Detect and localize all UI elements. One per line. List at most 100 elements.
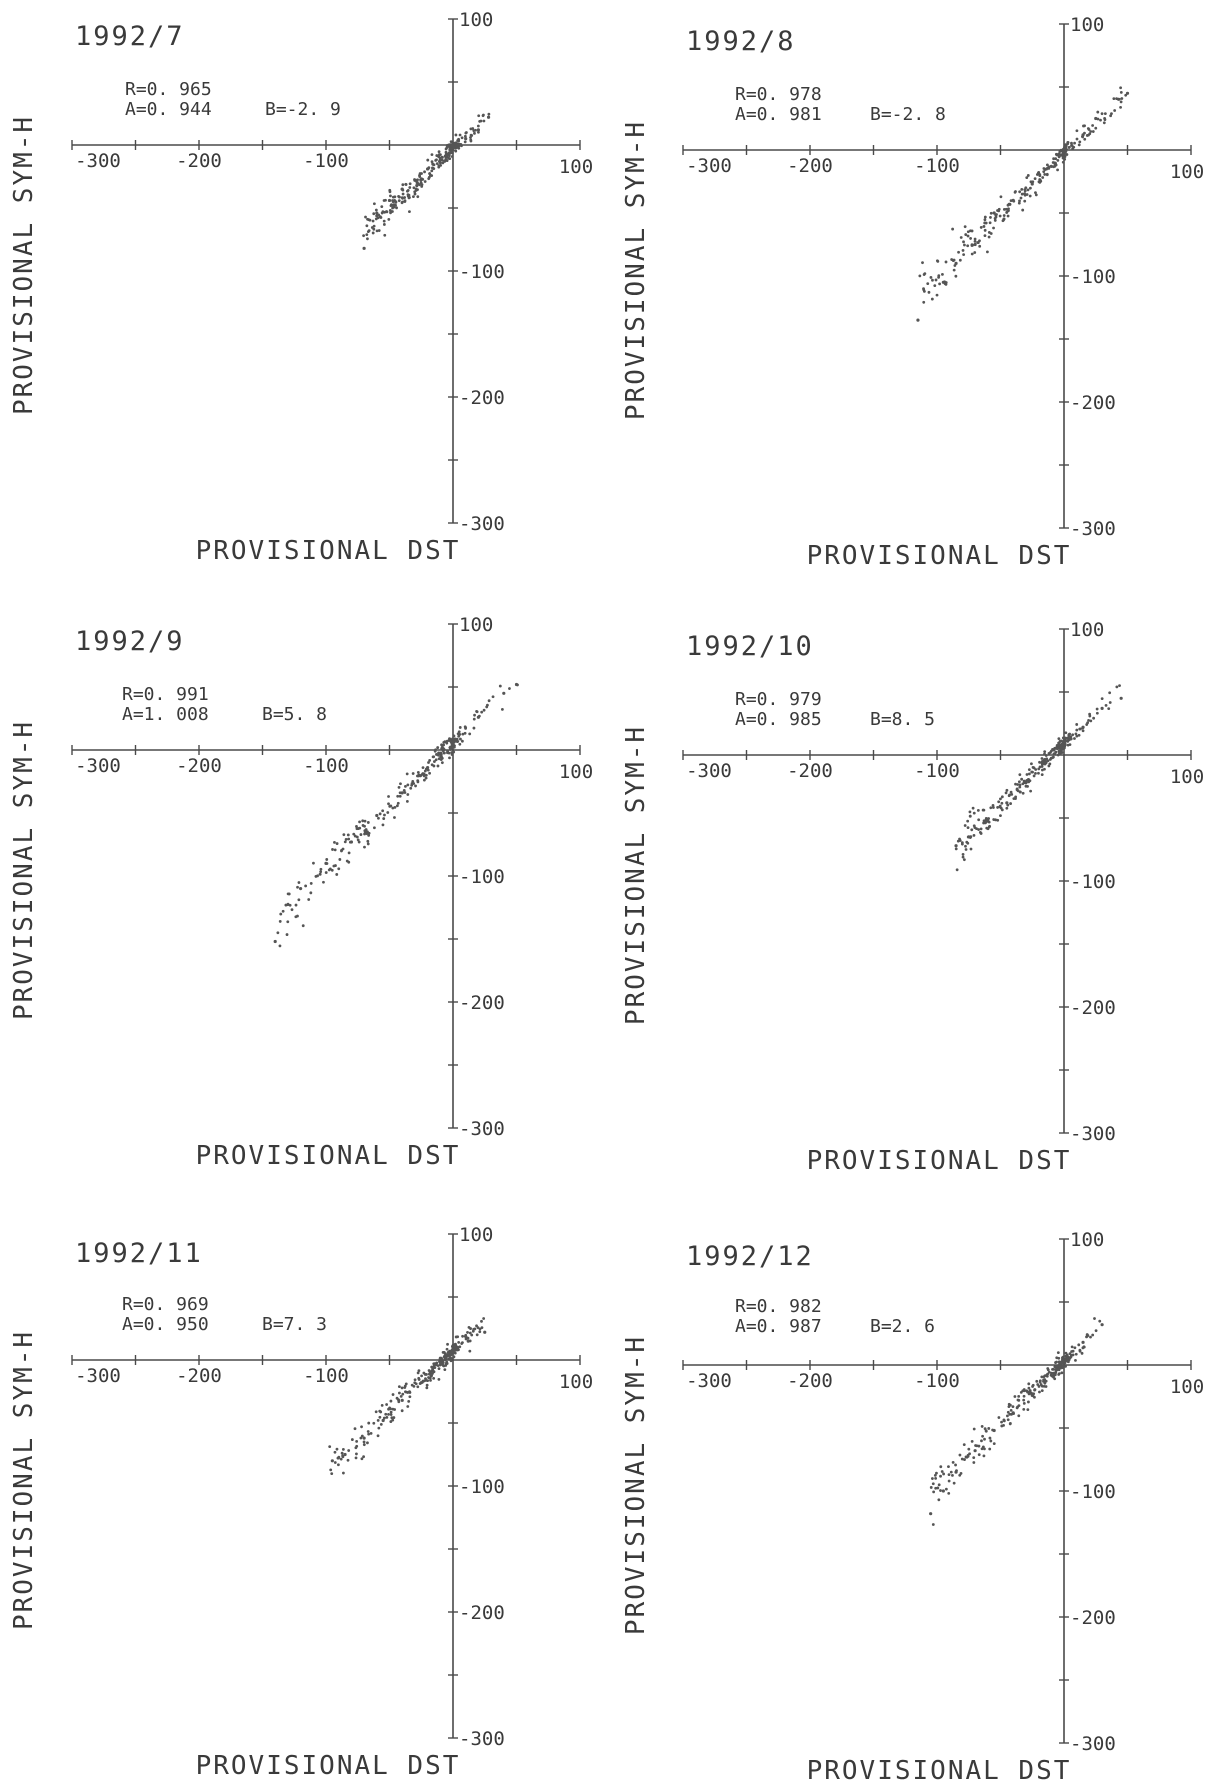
data-point <box>304 884 308 888</box>
data-point <box>372 1421 376 1425</box>
data-point <box>1081 1346 1085 1350</box>
stat-r: R=0. 965 <box>125 79 212 100</box>
data-point <box>972 1427 976 1431</box>
data-point <box>1102 121 1106 125</box>
data-point <box>989 806 993 810</box>
data-point <box>1056 744 1060 747</box>
y-tick-label: -100 <box>1070 1481 1116 1503</box>
data-point <box>932 1490 936 1494</box>
data-point <box>378 812 382 816</box>
data-point <box>1061 1358 1065 1362</box>
data-point <box>1061 156 1065 160</box>
data-point <box>416 779 420 783</box>
data-point <box>460 1342 464 1345</box>
data-point <box>999 195 1003 199</box>
data-point <box>363 845 366 849</box>
data-point <box>413 190 417 194</box>
data-point <box>347 851 351 855</box>
x-axis-title: PROVISIONAL DST <box>196 1141 461 1171</box>
data-point <box>1006 1410 1010 1414</box>
data-point <box>1027 772 1031 776</box>
data-point <box>1033 1388 1037 1391</box>
data-point <box>460 136 464 140</box>
data-point <box>480 710 484 714</box>
data-point <box>944 281 948 284</box>
data-point <box>422 1379 426 1383</box>
data-point <box>1004 791 1008 795</box>
y-tick-label: -200 <box>1070 997 1116 1019</box>
data-point <box>984 1429 988 1433</box>
data-point <box>1007 207 1010 211</box>
data-point <box>438 752 442 756</box>
data-point <box>1082 124 1085 128</box>
data-point <box>455 737 459 741</box>
data-point <box>394 200 398 204</box>
data-point <box>999 806 1003 810</box>
data-point <box>1034 772 1037 775</box>
data-point <box>1069 735 1073 739</box>
data-point <box>434 1363 438 1367</box>
data-point <box>1057 152 1061 156</box>
data-point <box>324 871 328 874</box>
data-point <box>448 737 452 741</box>
data-point <box>355 1444 359 1448</box>
data-point <box>1054 152 1058 156</box>
data-point <box>463 731 467 735</box>
x-tick-label: -200 <box>787 155 833 177</box>
data-point <box>972 1461 976 1464</box>
data-point <box>1095 707 1099 711</box>
data-point <box>1088 714 1092 718</box>
data-point <box>1045 757 1049 761</box>
data-point <box>999 814 1002 818</box>
x-axis-title: PROVISIONAL DST <box>196 1751 461 1781</box>
data-point <box>1075 734 1079 738</box>
data-point <box>388 1406 392 1410</box>
y-tick-label: -300 <box>1070 518 1116 540</box>
data-point <box>982 225 986 228</box>
data-point <box>413 1381 417 1385</box>
data-point <box>1035 1379 1039 1383</box>
data-point <box>342 1471 345 1475</box>
data-point <box>398 794 402 798</box>
data-point <box>430 169 434 173</box>
data-point <box>366 839 370 843</box>
data-point <box>486 115 491 119</box>
data-point <box>947 1473 951 1477</box>
data-point <box>970 828 974 832</box>
data-point <box>388 209 392 212</box>
data-point <box>391 1393 395 1396</box>
data-point <box>1026 778 1030 781</box>
data-point <box>426 1379 430 1383</box>
data-point <box>367 831 371 835</box>
data-point <box>434 748 437 752</box>
data-point <box>1118 684 1121 688</box>
data-point <box>448 1355 451 1358</box>
x-axis-title: PROVISIONAL DST <box>807 541 1072 571</box>
data-point <box>960 841 964 845</box>
data-point <box>387 198 392 203</box>
data-point <box>399 782 402 786</box>
data-point <box>1061 736 1065 740</box>
data-point <box>1017 1414 1021 1418</box>
stat-a: A=0. 987 <box>735 1316 822 1337</box>
data-point <box>425 1373 428 1376</box>
data-point <box>1002 214 1006 217</box>
data-point <box>1013 190 1017 194</box>
data-point <box>372 224 376 228</box>
data-point <box>966 244 970 248</box>
data-point <box>983 1427 987 1431</box>
data-point <box>996 806 1000 809</box>
data-point <box>482 113 485 117</box>
data-point <box>396 794 400 798</box>
data-point <box>1020 777 1024 781</box>
data-point <box>1057 1373 1061 1376</box>
data-point <box>1077 733 1081 737</box>
data-point <box>955 1469 958 1472</box>
data-point <box>1021 782 1025 786</box>
x-tick-label: -100 <box>914 1370 960 1392</box>
data-point <box>989 232 993 235</box>
data-point <box>404 183 408 186</box>
data-point <box>1081 726 1085 730</box>
data-point <box>476 124 480 128</box>
data-point <box>980 1439 983 1443</box>
